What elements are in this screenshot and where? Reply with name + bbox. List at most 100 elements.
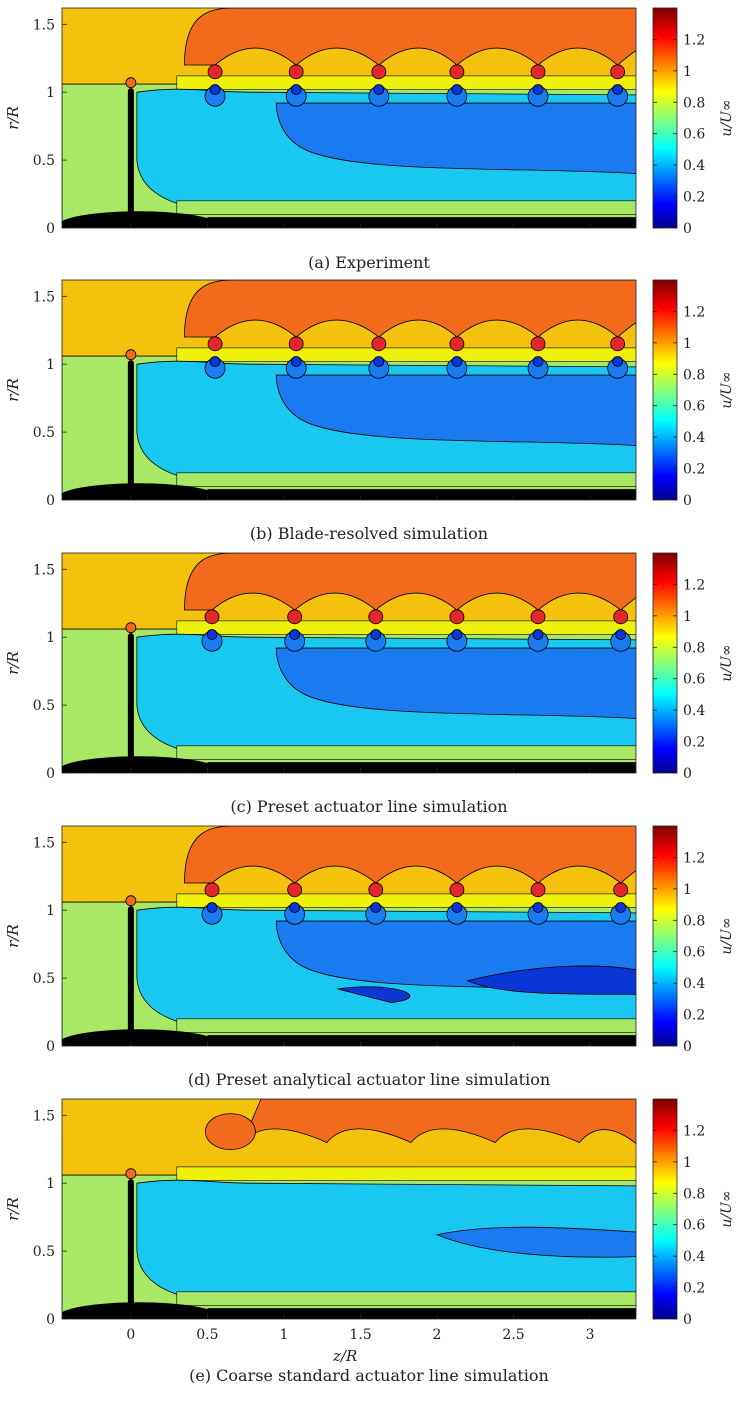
y-tick-label: 0 (46, 766, 55, 782)
panel-caption: (a) Experiment (308, 253, 430, 272)
region-shear-layer (176, 347, 636, 362)
x-tick-label: 0 (126, 1327, 135, 1343)
x-tick-label: 1 (279, 1327, 288, 1343)
tip-vortex-core (451, 902, 463, 913)
tip-vortex-core (206, 629, 218, 640)
region-shear-layer (176, 620, 636, 635)
tip-vortex-core (209, 356, 221, 367)
tip-vortex-core (451, 84, 463, 95)
y-axis-label: r/R (4, 378, 22, 402)
colorbar-tick-label: 0.4 (683, 430, 705, 446)
region-shear-layer (176, 893, 636, 908)
y-axis-label: r/R (4, 106, 22, 130)
region-deep-core (337, 986, 411, 1003)
nacelle (62, 211, 219, 228)
tip-vortex-core (612, 356, 624, 367)
colorbar-label: u/U∞ (719, 99, 735, 136)
tip-vortex-high (371, 64, 387, 80)
nacelle (62, 756, 219, 773)
x-axis-label: z/R (332, 1347, 357, 1365)
tip-vortex-high (287, 882, 303, 898)
region-speedup (184, 280, 636, 338)
x-tick-label: 2 (433, 1327, 442, 1343)
plot-frame (61, 279, 637, 501)
colorbar-label: u/U∞ (719, 644, 735, 681)
tip-vortex-core (615, 902, 627, 913)
tip-vortex-high (368, 882, 384, 898)
panel-caption: (c) Preset actuator line simulation (230, 797, 507, 816)
tip-vortex-core (451, 629, 463, 640)
colorbar-tick-label: 0.2 (683, 462, 705, 478)
colorbar-tick-label: 1.2 (683, 304, 705, 320)
colorbar-tick-label: 0 (683, 1039, 692, 1055)
tip-vortex-high (613, 609, 629, 625)
tip-vortex-high (204, 609, 220, 625)
tip-vortex-high (287, 609, 303, 625)
tip-vortex-high (288, 336, 304, 352)
blade-tip-vortex (125, 77, 137, 89)
tip-vortex-core (451, 356, 463, 367)
colorbar-tick-label: 1.2 (683, 850, 705, 866)
hub-body (207, 217, 636, 228)
tip-vortex-high (449, 882, 465, 898)
colorbar-tick-label: 0.6 (683, 399, 705, 415)
blade-tip-vortex (125, 622, 137, 634)
colorbar-tick-label: 0.2 (683, 1008, 705, 1024)
x-tick-label: 1.5 (349, 1327, 371, 1343)
y-axis-label: r/R (4, 651, 22, 675)
blade-tip-vortex (125, 349, 137, 361)
tip-vortex-core (373, 356, 385, 367)
tip-vortex-core (290, 84, 302, 95)
region-axis-band (176, 745, 636, 760)
contour-field (62, 8, 636, 228)
region-far-wake-core (435, 1226, 636, 1258)
region-far-wake-core (275, 102, 636, 174)
colorbar-tick-label: 1 (683, 609, 692, 625)
colorbar-tick-label: 0 (683, 766, 692, 782)
tip-vortex-high (368, 609, 384, 625)
contour-field (62, 280, 636, 500)
tip-vortex-high (207, 64, 223, 80)
colorbar-tick-label: 0.4 (683, 1249, 705, 1265)
y-tick-label: 1.5 (33, 1108, 55, 1124)
panel-caption: (d) Preset analytical actuator line simu… (188, 1070, 550, 1089)
colorbar-tick-label: 0.8 (683, 367, 705, 383)
colorbar-tick-label: 0.4 (683, 703, 705, 719)
x-tick-label: 0.5 (196, 1327, 218, 1343)
colorbar-tick-label: 0.2 (683, 1281, 705, 1297)
colorbar (652, 7, 678, 229)
region-axis-band (176, 200, 636, 215)
y-tick-label: 0 (46, 221, 55, 237)
region-axis-band (176, 1018, 636, 1033)
y-tick-label: 1 (46, 357, 55, 373)
region-speedup (184, 8, 636, 66)
tip-vortex-core (532, 629, 544, 640)
hub-body (207, 489, 636, 500)
tip-vortex-core (370, 902, 382, 913)
region-shear-layer (176, 1166, 636, 1181)
colorbar (652, 825, 678, 1047)
y-tick-label: 0.5 (33, 1244, 55, 1260)
tip-vortex-core (615, 629, 627, 640)
colorbar-tick-label: 0.8 (683, 913, 705, 929)
tip-vortex-core (290, 356, 302, 367)
y-tick-label: 1.5 (33, 835, 55, 851)
colorbar-tick-label: 0.6 (683, 672, 705, 688)
contour-field (62, 553, 636, 773)
colorbar-tick-label: 0.6 (683, 127, 705, 143)
region-speedup (242, 1099, 636, 1145)
tip-vortex-high (449, 336, 465, 352)
nacelle (62, 1029, 219, 1046)
colorbar-tick-label: 0.2 (683, 190, 705, 206)
colorbar-tick-label: 0.8 (683, 95, 705, 111)
blade (127, 1179, 134, 1319)
tip-vortex-high (204, 882, 220, 898)
tip-vortex-high (610, 336, 626, 352)
colorbar-tick-label: 0.8 (683, 1186, 705, 1202)
tip-vortex-core (370, 629, 382, 640)
colorbar-tick-label: 1 (683, 64, 692, 80)
x-tick-label: 2.5 (502, 1327, 524, 1343)
tip-vortex-high (613, 882, 629, 898)
region-speedup (184, 826, 636, 884)
